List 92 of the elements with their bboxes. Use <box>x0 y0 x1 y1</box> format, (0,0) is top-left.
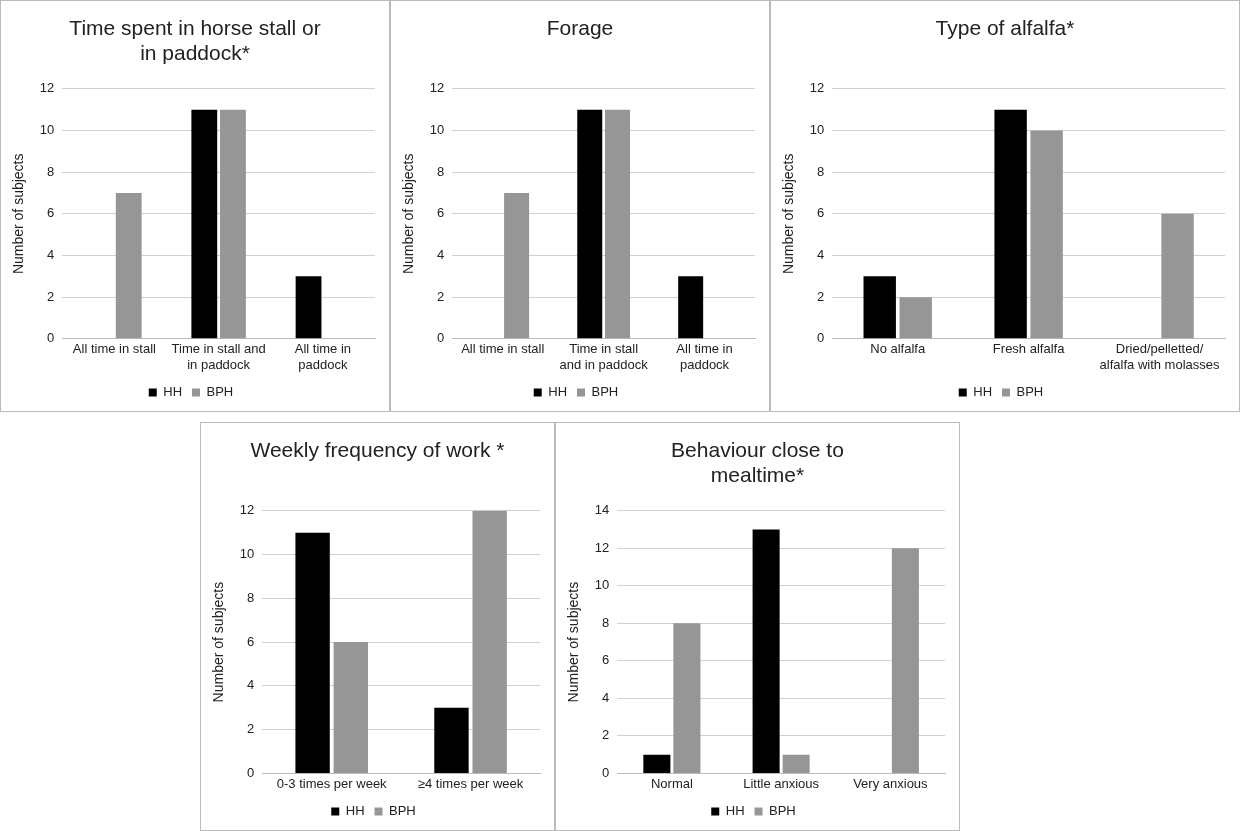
y-tick-label: 2 <box>247 721 255 737</box>
y-axis-title: Number of subjects <box>780 153 797 275</box>
x-tick-label: All time in paddock <box>676 341 733 372</box>
bar <box>863 276 896 339</box>
y-axis-title: Number of subjects <box>565 581 582 703</box>
bar <box>678 276 704 339</box>
y-tick-label: 2 <box>47 288 55 304</box>
y-tick-label: 2 <box>437 288 445 304</box>
chart-title: Time spent in horse stall or in paddock* <box>68 15 322 65</box>
bar <box>752 529 780 773</box>
chart-title: Type of alfalfa* <box>934 15 1076 40</box>
bar <box>577 109 603 339</box>
legend-label: BPH <box>1016 384 1044 400</box>
y-tick-label: 4 <box>437 247 445 263</box>
x-tick-label: Time in stall and in paddock <box>559 341 649 372</box>
y-tick-label: 10 <box>594 577 610 593</box>
y-tick-label: 2 <box>602 727 610 743</box>
y-tick-label: 12 <box>809 80 825 96</box>
bar <box>472 510 507 773</box>
y-tick-label: 8 <box>247 589 255 605</box>
y-tick-label: 6 <box>602 652 610 668</box>
bar <box>295 276 322 339</box>
y-tick-label: 0 <box>602 764 610 780</box>
y-tick-label: 6 <box>47 205 55 221</box>
y-tick-label: 4 <box>47 247 55 263</box>
x-tick-label: Normal <box>650 775 693 791</box>
chart-title: Weekly frequency of work * <box>249 437 506 462</box>
y-tick-label: 2 <box>817 288 825 304</box>
bar <box>605 109 630 339</box>
y-tick-label: 4 <box>247 677 255 693</box>
chart-title: Behaviour close to mealtime* <box>670 437 845 487</box>
y-axis-title: Number of subjects <box>10 153 27 275</box>
legend-label: BPH <box>206 384 234 400</box>
y-tick-label: 6 <box>817 205 825 221</box>
x-tick-label: Little anxious <box>743 775 820 791</box>
y-axis-title: Number of subjects <box>210 581 227 703</box>
y-tick-label: 0 <box>47 330 55 346</box>
y-tick-label: 12 <box>239 502 255 518</box>
y-tick-label: 0 <box>437 330 445 346</box>
bar <box>673 623 701 773</box>
y-tick-label: 8 <box>817 163 825 179</box>
x-tick-label: No alfalfa <box>870 341 926 357</box>
bar <box>1030 130 1063 339</box>
y-tick-label: 10 <box>429 122 445 138</box>
legend-label: HH <box>548 384 568 400</box>
bar <box>899 297 932 339</box>
y-tick-label: 12 <box>594 539 610 555</box>
x-tick-label: Fresh alfalfa <box>992 341 1066 357</box>
y-tick-label: 0 <box>247 764 255 780</box>
y-tick-label: 12 <box>39 80 55 96</box>
y-tick-label: 10 <box>39 122 55 138</box>
y-axis-title: Number of subjects <box>400 153 417 275</box>
y-tick-label: 8 <box>602 614 610 630</box>
chart-title: Forage <box>545 15 615 40</box>
bar <box>115 192 142 339</box>
x-tick-label: Time in stall and in paddock <box>171 341 266 372</box>
y-tick-label: 0 <box>817 330 825 346</box>
x-tick-label: All time in paddock <box>294 341 352 372</box>
bar <box>994 109 1027 339</box>
legend-label: HH <box>163 384 183 400</box>
x-tick-label: 0-3 times per week <box>276 775 388 791</box>
y-tick-label: 4 <box>817 247 825 263</box>
bar <box>191 109 218 339</box>
legend-label: HH <box>345 803 365 819</box>
legend-label: BPH <box>389 803 416 819</box>
y-tick-label: 8 <box>47 163 55 179</box>
legend-label: HH <box>973 384 993 400</box>
bar <box>782 754 810 773</box>
y-tick-label: 8 <box>437 163 445 179</box>
bar <box>643 754 671 773</box>
y-tick-label: 10 <box>239 546 255 562</box>
x-tick-label: Very anxious <box>853 775 929 791</box>
y-tick-label: 10 <box>809 122 825 138</box>
legend-label: BPH <box>591 384 619 400</box>
bar <box>504 192 530 339</box>
x-tick-label: All time in stall <box>72 341 157 357</box>
y-tick-label: 6 <box>437 205 445 221</box>
y-tick-label: 12 <box>429 80 445 96</box>
x-tick-label: All time in stall <box>461 341 545 357</box>
bar <box>434 707 469 773</box>
bar <box>333 642 368 773</box>
bar <box>220 109 246 339</box>
bar <box>1161 213 1194 339</box>
x-tick-label: ≥4 times per week <box>417 775 524 791</box>
y-tick-label: 14 <box>594 502 610 518</box>
bar <box>891 548 919 773</box>
y-tick-label: 6 <box>247 633 255 649</box>
bar <box>295 532 330 773</box>
legend-label: BPH <box>769 803 796 819</box>
legend-label: HH <box>725 803 745 819</box>
y-tick-label: 4 <box>602 689 610 705</box>
x-tick-label: Dried/pelletted/ alfalfa with molasses <box>1099 341 1221 372</box>
